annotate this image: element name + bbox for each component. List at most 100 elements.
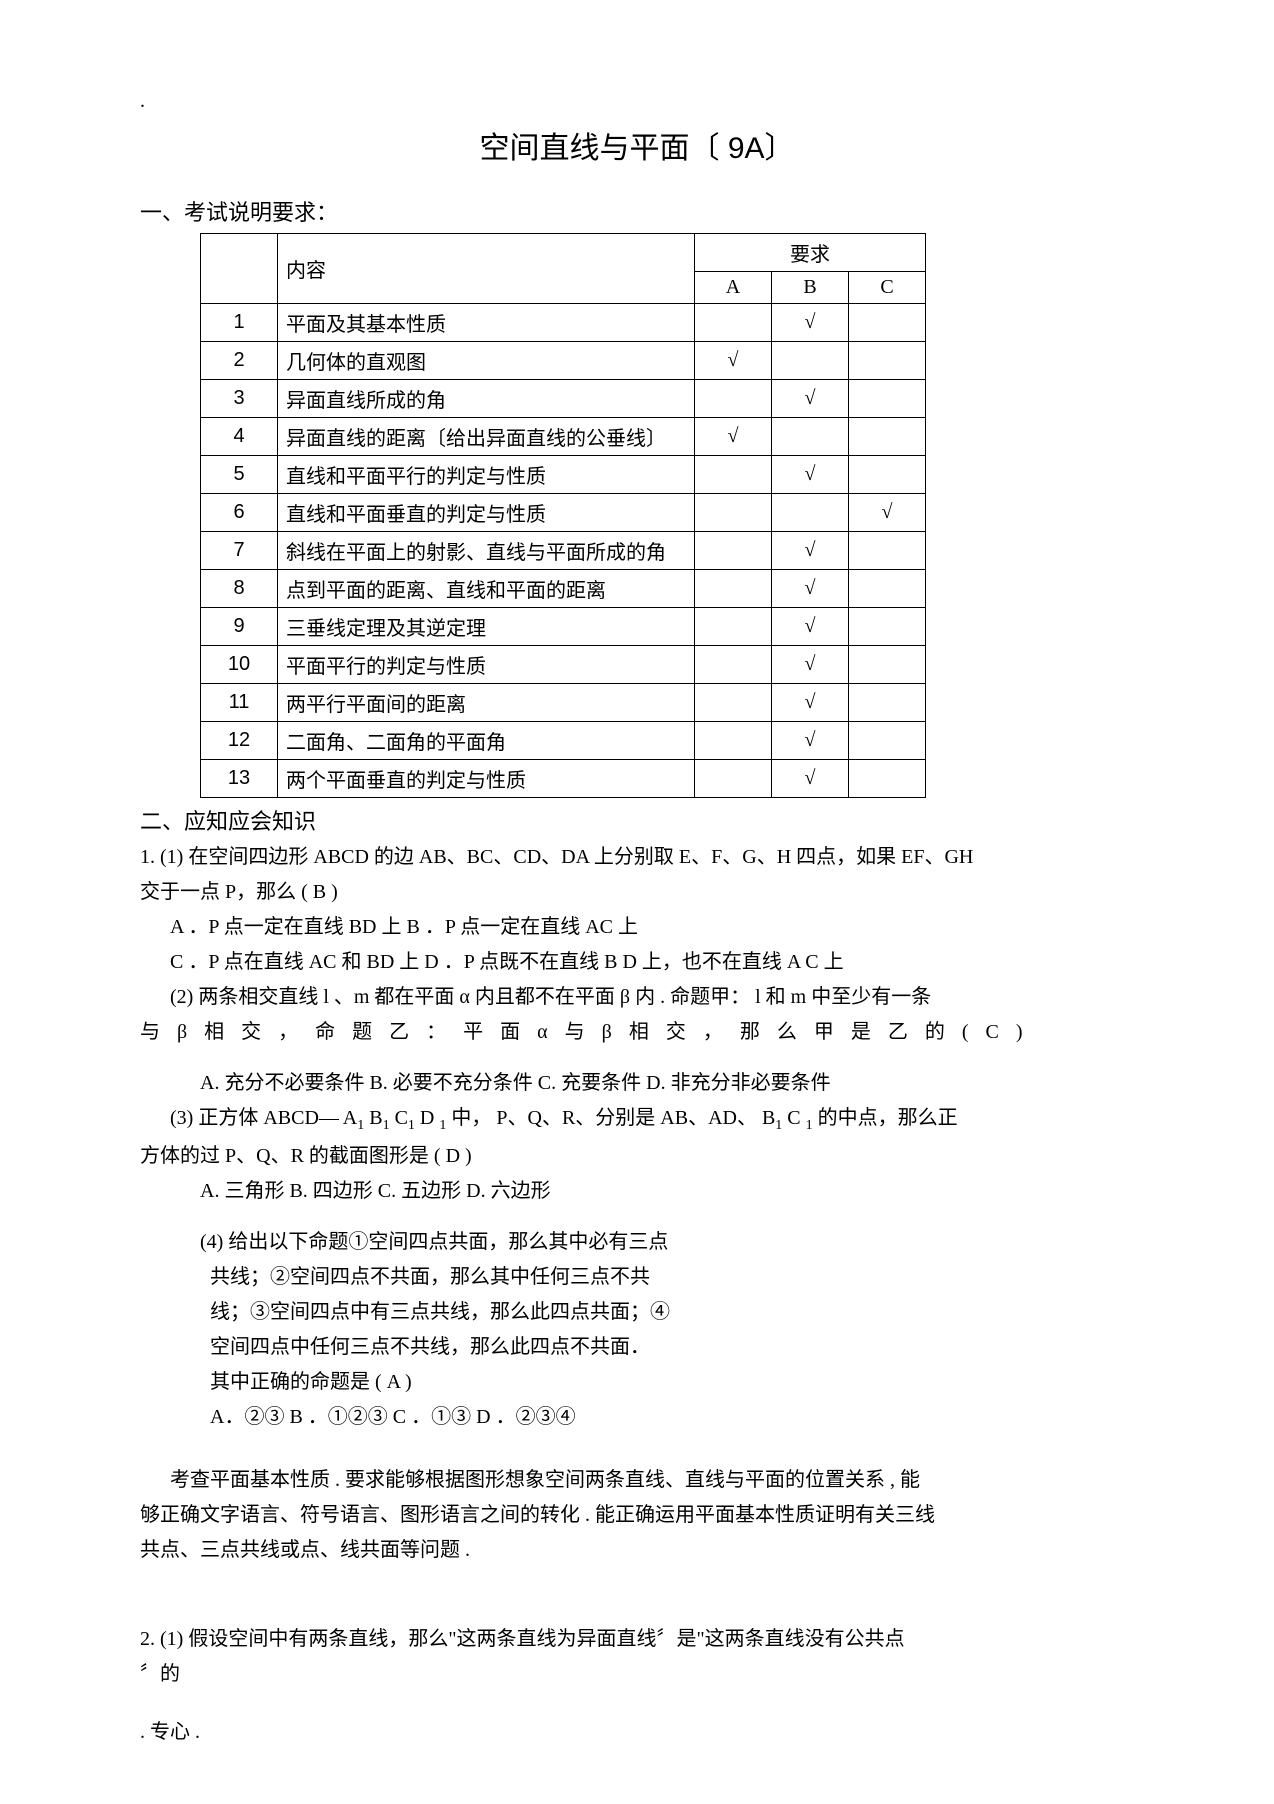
table-row: 12二面角、二面角的平面角 √ <box>201 722 926 760</box>
cell-B: √ <box>772 684 849 722</box>
cell-content: 几何体的直观图 <box>278 342 695 380</box>
th-C: C <box>849 272 926 304</box>
cell-content: 斜线在平面上的射影、直线与平面所成的角 <box>278 532 695 570</box>
cell-A <box>695 304 772 342</box>
cell-A <box>695 532 772 570</box>
top-dot: . <box>140 90 1134 113</box>
q3-opts: A. 三角形 B. 四边形 C. 五边形 D. 六边形 <box>140 1176 1134 1207</box>
cell-B: √ <box>772 456 849 494</box>
cell-A <box>695 608 772 646</box>
cell-A <box>695 760 772 798</box>
cell-C <box>849 304 926 342</box>
q1-line2: 交于一点 P，那么 ( B ) <box>140 877 1134 908</box>
q4-l4: 空间四点中任何三点不共线，那么此四点不共面． <box>140 1332 1134 1363</box>
cell-A <box>695 646 772 684</box>
sub6: 1 <box>806 1118 813 1133</box>
q3-line2: 方体的过 P、Q、R 的截面图形是 ( D ) <box>140 1141 1134 1172</box>
cell-content: 直线和平面平行的判定与性质 <box>278 456 695 494</box>
cell-C <box>849 646 926 684</box>
cell-index: 1 <box>201 304 278 342</box>
cell-C <box>849 760 926 798</box>
table-row: 10平面平行的判定与性质 √ <box>201 646 926 684</box>
cell-A <box>695 722 772 760</box>
cell-content: 异面直线所成的角 <box>278 380 695 418</box>
cell-C <box>849 532 926 570</box>
q3-b: B <box>364 1107 382 1129</box>
cell-index: 5 <box>201 456 278 494</box>
cell-A: √ <box>695 342 772 380</box>
cell-A <box>695 684 772 722</box>
requirements-table: 内容 要求 A B C 1平面及其基本性质√2几何体的直观图√3异面直线所成的角… <box>200 233 926 798</box>
table-row: 7斜线在平面上的射影、直线与平面所成的角 √ <box>201 532 926 570</box>
para-l1: 考查平面基本性质 . 要求能够根据图形想象空间两条直线、直线与平面的位置关系 ,… <box>140 1465 1134 1496</box>
cell-A <box>695 570 772 608</box>
q4-l3: 线；③空间四点中有三点共线，那么此四点共面；④ <box>140 1297 1134 1328</box>
cell-content: 两平行平面间的距离 <box>278 684 695 722</box>
footer-text: . 专心 . <box>140 1715 200 1744</box>
q3-c: C <box>390 1107 408 1129</box>
table-row: 2几何体的直观图√ <box>201 342 926 380</box>
q3-e: 中， P、Q、R、分别是 AB、AD、 B <box>446 1107 775 1129</box>
cell-index: 9 <box>201 608 278 646</box>
table-row: 13两个平面垂直的判定与性质 √ <box>201 760 926 798</box>
cell-content: 三垂线定理及其逆定理 <box>278 608 695 646</box>
table-row: 8点到平面的距离、直线和平面的距离√ <box>201 570 926 608</box>
cell-B: √ <box>772 608 849 646</box>
cell-B: √ <box>772 646 849 684</box>
cell-index: 11 <box>201 684 278 722</box>
table-row: 6直线和平面垂直的判定与性质√ <box>201 494 926 532</box>
table-row: 9三垂线定理及其逆定理 √ <box>201 608 926 646</box>
q2-opts: A. 充分不必要条件 B. 必要不充分条件 C. 充要条件 D. 非充分非必要条… <box>140 1068 1134 1099</box>
para-l3: 共点、三点共线或点、线共面等问题 . <box>140 1535 1134 1566</box>
cell-content: 平面及其基本性质 <box>278 304 695 342</box>
cell-index: 12 <box>201 722 278 760</box>
q4-l5: 其中正确的命题是 ( A ) <box>140 1367 1134 1398</box>
q3-f: C <box>782 1107 805 1129</box>
cell-index: 7 <box>201 532 278 570</box>
cell-C <box>849 684 926 722</box>
para-l2: 够正确文字语言、符号语言、图形语言之间的转化 . 能正确运用平面基本性质证明有关… <box>140 1500 1134 1531</box>
table-row: 4异面直线的距离〔给出异面直线的公垂线〕√ <box>201 418 926 456</box>
cell-A <box>695 456 772 494</box>
table-row: 1平面及其基本性质 √ <box>201 304 926 342</box>
th-content: 内容 <box>278 234 695 304</box>
cell-C <box>849 608 926 646</box>
section-1-heading: 一、考试说明要求： <box>140 195 1134 227</box>
cell-index: 4 <box>201 418 278 456</box>
cell-index: 3 <box>201 380 278 418</box>
q3-g: 的中点，那么正 <box>813 1107 958 1129</box>
cell-C <box>849 722 926 760</box>
q1-opt-cd: C ．P 点在直线 AC 和 BD 上 D ．P 点既不在直线 B D 上，也不… <box>140 947 1134 978</box>
cell-content: 平面平行的判定与性质 <box>278 646 695 684</box>
cell-B: √ <box>772 722 849 760</box>
q2-line1: (2) 两条相交直线 l 、m 都在平面 α 内且都不在平面 β 内 . 命题甲… <box>140 982 1134 1013</box>
q4-l2: 共线；②空间四点不共面，那么其中任何三点不共 <box>140 1262 1134 1293</box>
cell-index: 6 <box>201 494 278 532</box>
sub2: 1 <box>383 1118 390 1133</box>
q21-line1: 2. (1) 假设空间中有两条直线，那么"这两条直线为异面直线〞是"这两条直线没… <box>140 1624 1134 1655</box>
cell-index: 2 <box>201 342 278 380</box>
cell-B: √ <box>772 532 849 570</box>
cell-content: 两个平面垂直的判定与性质 <box>278 760 695 798</box>
cell-index: 8 <box>201 570 278 608</box>
cell-C <box>849 342 926 380</box>
cell-A: √ <box>695 418 772 456</box>
cell-B: √ <box>772 304 849 342</box>
cell-C <box>849 456 926 494</box>
cell-content: 二面角、二面角的平面角 <box>278 722 695 760</box>
table-row: 5直线和平面平行的判定与性质 √ <box>201 456 926 494</box>
document-title: 空间直线与平面〔 9A〕 <box>140 123 1134 167</box>
cell-C <box>849 380 926 418</box>
cell-A <box>695 380 772 418</box>
q3-line1: (3) 正方体 ABCD― A1 B1 C1 D 1 中， P、Q、R、分别是 … <box>140 1103 1134 1137</box>
cell-index: 13 <box>201 760 278 798</box>
cell-A <box>695 494 772 532</box>
q4-opts: A．②③ B ．①②③ C ．①③ D ．②③④ <box>140 1402 1134 1433</box>
page: . 空间直线与平面〔 9A〕 一、考试说明要求： 内容 要求 A B C 1平面… <box>0 0 1274 1804</box>
cell-B: √ <box>772 760 849 798</box>
cell-index: 10 <box>201 646 278 684</box>
th-B: B <box>772 272 849 304</box>
q2-line2: 与 β 相 交 ， 命 题 乙 ： 平 面 α 与 β 相 交 ， 那 么 甲 … <box>140 1017 1134 1048</box>
cell-C: √ <box>849 494 926 532</box>
q1-line1: 1. (1) 在空间四边形 ABCD 的边 AB、BC、CD、DA 上分别取 E… <box>140 842 1134 873</box>
